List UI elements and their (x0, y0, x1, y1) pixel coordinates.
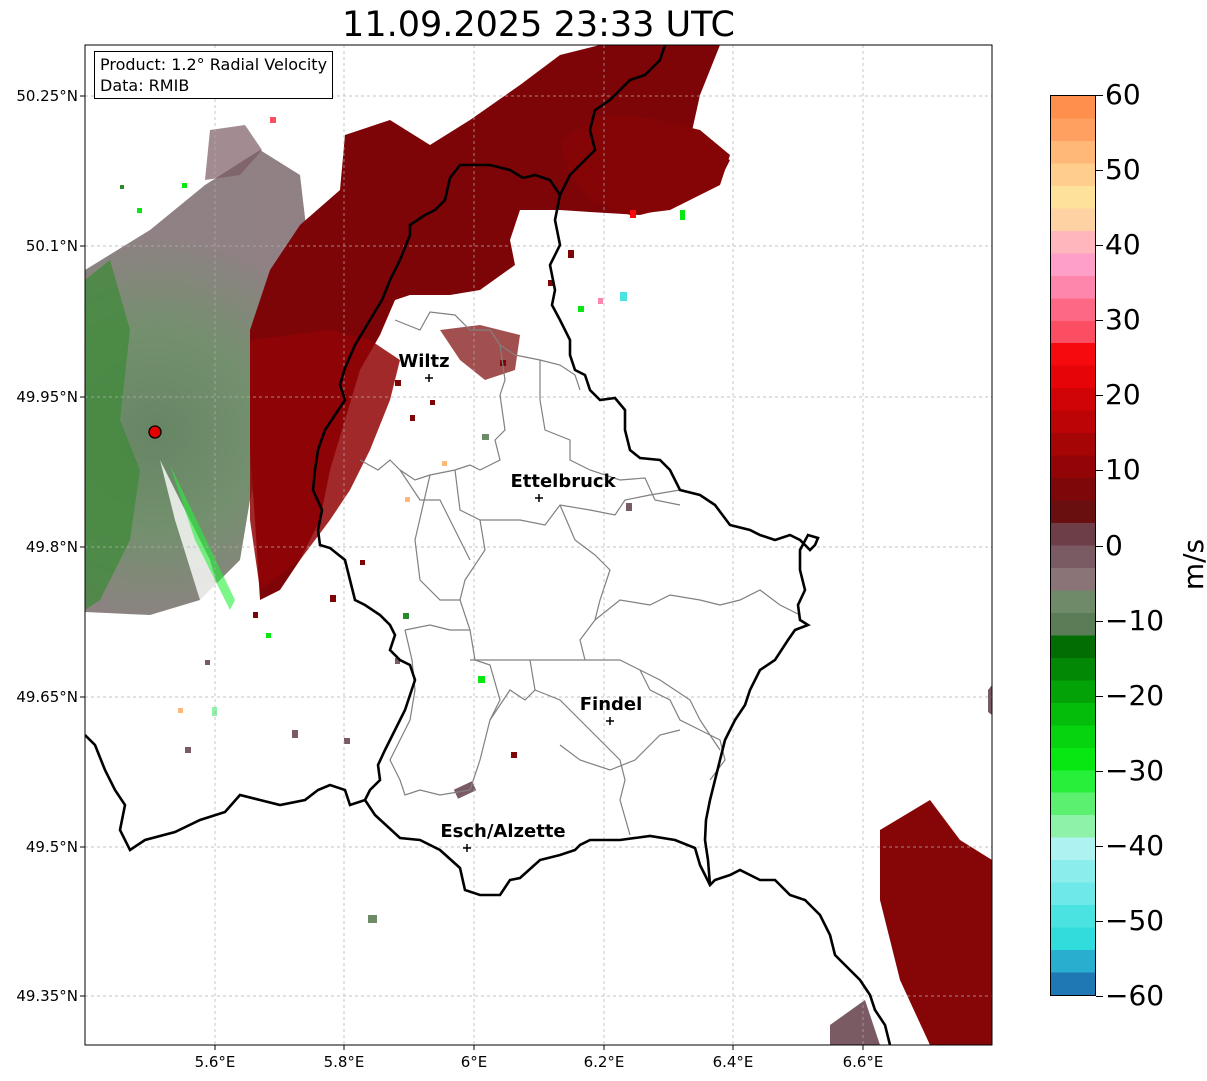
colorbar-tick-mark (1096, 770, 1103, 772)
lat-label: 49.5°N (25, 838, 78, 856)
lat-label: 50.25°N (16, 87, 78, 105)
city-label-esch-alzette: Esch/Alzette (440, 821, 566, 842)
lat-label: 49.8°N (25, 538, 78, 556)
colorbar-tick-label: −50 (1105, 903, 1165, 937)
colorbar-tick-label: 40 (1105, 228, 1141, 262)
colorbar-tick-label: 30 (1105, 303, 1141, 337)
colorbar-tick-label: −30 (1105, 753, 1165, 787)
lat-label: 49.95°N (16, 388, 78, 406)
velocity-colorbar (1050, 95, 1096, 996)
colorbar-tick-label: −40 (1105, 828, 1165, 862)
city-label-ettelbruck: Ettelbruck (510, 471, 616, 492)
product-info-box: Product: 1.2° Radial Velocity Data: RMIB (94, 51, 334, 99)
data-source-label: Data: RMIB (100, 76, 190, 95)
lon-label: 6.6°E (842, 1053, 884, 1071)
lon-label: 5.6°E (194, 1053, 236, 1071)
colorbar-tick-mark (1096, 920, 1103, 922)
map-title: 11.09.2025 23:33 UTC (342, 5, 735, 45)
colorbar-tick-mark (1096, 545, 1103, 547)
colorbar-tick-mark (1096, 695, 1103, 697)
colorbar-unit-label: m/s (1177, 538, 1207, 591)
colorbar-tick-label: −20 (1105, 678, 1165, 712)
product-label: Product: 1.2° Radial Velocity (100, 55, 328, 74)
colorbar-tick-mark (1096, 620, 1103, 622)
colorbar-tick-mark (1096, 245, 1103, 247)
city-label-wiltz: Wiltz (398, 351, 450, 372)
lat-label: 49.65°N (16, 688, 78, 706)
lat-label: 49.35°N (16, 987, 78, 1005)
colorbar-tick-label: −10 (1105, 603, 1165, 637)
colorbar-tick-label: 50 (1105, 153, 1141, 187)
velocity-field-near-radar (85, 125, 310, 615)
colorbar-tick-label: −60 (1105, 979, 1165, 1012)
colorbar-tick-mark (1096, 95, 1103, 96)
colorbar-tick-mark (1096, 996, 1103, 997)
lon-label: 6.4°E (712, 1053, 754, 1071)
velocity-field-receding (250, 45, 992, 1045)
colorbar-tick-label: 20 (1105, 378, 1141, 412)
colorbar-tick-mark (1096, 470, 1103, 472)
velocity-speckle (120, 117, 685, 923)
colorbar-tick-label: 60 (1105, 78, 1141, 111)
colorbar-tick-label: 0 (1105, 528, 1123, 562)
lat-label: 50.1°N (25, 237, 78, 255)
city-label-findel: Findel (579, 694, 643, 715)
axis-ticks (80, 95, 864, 1050)
colorbar-tick-mark (1096, 320, 1103, 322)
plot-frame (84, 44, 993, 1046)
radar-site-marker (148, 425, 162, 439)
colorbar-tick-mark (1096, 395, 1103, 397)
country-borders (85, 45, 892, 1045)
lon-label: 6.2°E (583, 1053, 625, 1071)
colorbar-tick-mark (1096, 170, 1103, 172)
lon-label: 6°E (460, 1053, 488, 1071)
lon-label: 5.8°E (323, 1053, 365, 1071)
colorbar-tick-label: 10 (1105, 453, 1141, 487)
city-markers (425, 374, 614, 852)
colorbar-tick-mark (1096, 845, 1103, 847)
